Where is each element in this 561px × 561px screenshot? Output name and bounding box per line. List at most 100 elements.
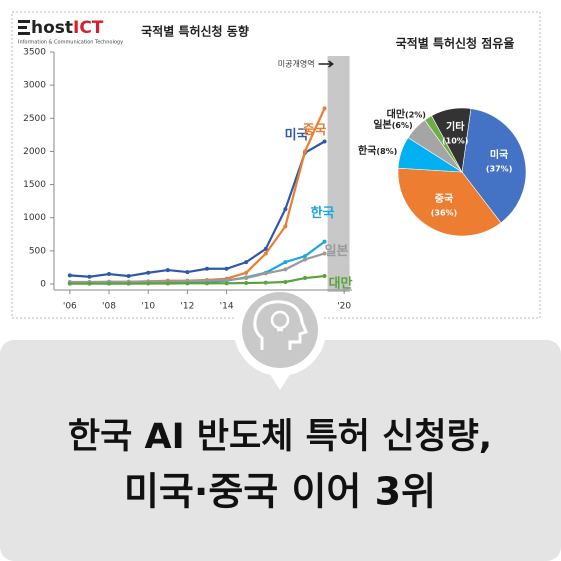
point <box>224 281 229 286</box>
point <box>87 274 92 279</box>
pie-slice <box>397 167 502 237</box>
point <box>302 257 307 262</box>
point <box>185 281 190 286</box>
series-line <box>69 274 325 285</box>
icon-head <box>253 300 308 350</box>
x-tick-label: '20 <box>337 302 351 312</box>
point <box>302 276 307 281</box>
slice-value: (2%) <box>405 110 426 119</box>
series-label: 대만 <box>329 276 353 292</box>
logo-tagline: Information & Communication Technology <box>18 40 123 46</box>
series-label: 중국 <box>303 123 327 138</box>
annotation: 미공개영역 <box>278 59 315 69</box>
slice-label: 한국(8%) <box>358 145 397 157</box>
series-line <box>69 252 325 284</box>
series-line <box>69 140 326 278</box>
pie-slice <box>431 107 472 173</box>
headline: 한국 AI 반도체 특허 신청량, <box>68 417 492 457</box>
point <box>67 273 72 278</box>
point <box>322 139 327 144</box>
slice-name: 일본 <box>373 118 391 131</box>
point <box>244 260 249 265</box>
icon <box>234 284 326 390</box>
point <box>165 281 170 286</box>
x-tick-label: '14 <box>220 302 234 312</box>
point <box>126 274 131 279</box>
point <box>224 278 229 283</box>
point <box>165 268 170 273</box>
slice-name: 미국 <box>490 148 508 161</box>
point <box>205 281 209 286</box>
point <box>283 280 288 285</box>
slice-value: (37%) <box>486 165 512 174</box>
series-label: 한국 <box>311 205 335 221</box>
undisclosed-region <box>327 56 350 292</box>
y-tick-label: 3500 <box>23 48 46 58</box>
point <box>283 224 288 229</box>
slice-name: 기타 <box>446 120 465 133</box>
icon-bulb <box>270 310 290 330</box>
point <box>107 281 112 286</box>
logo-bar <box>18 32 30 35</box>
series-label: 미국 <box>285 127 309 143</box>
point <box>322 274 327 279</box>
slice-label: 대만(2%) <box>387 107 426 120</box>
point <box>107 272 112 277</box>
point <box>263 251 268 256</box>
x-tick-label: '06 <box>63 302 77 312</box>
slice-value: (8%) <box>376 146 397 155</box>
slice-name: 중국 <box>435 193 453 205</box>
y-tick-label: 2000 <box>23 147 46 157</box>
pie-slice <box>461 108 527 224</box>
point <box>185 270 190 275</box>
logo-bar <box>18 20 30 23</box>
point <box>283 260 288 265</box>
point <box>244 270 249 275</box>
y-tick-label: 500 <box>29 246 46 256</box>
slice-value: (6%) <box>392 121 413 130</box>
point <box>263 246 268 251</box>
point <box>87 281 92 286</box>
point <box>146 270 151 275</box>
slice-name: 대만 <box>387 107 406 120</box>
slice-value: (36%) <box>431 208 457 217</box>
point <box>146 281 151 286</box>
point <box>302 254 307 259</box>
headline: 미국·중국 이어 3위 <box>124 470 436 514</box>
slice-name: 한국 <box>358 145 376 157</box>
y-tick-label: 1500 <box>23 180 46 190</box>
chart-title: 국적별 특허신청 점유율 <box>396 36 515 51</box>
point <box>244 276 249 281</box>
point <box>322 239 327 244</box>
point <box>322 106 327 111</box>
point <box>126 281 131 286</box>
logo-name: host <box>31 18 73 38</box>
point <box>263 280 268 285</box>
chart-title: 국적별 특허신청 동향 <box>141 24 249 39</box>
logo-bar <box>18 26 27 29</box>
slice-label: 일본(6%) <box>373 118 412 131</box>
slice-value: (10%) <box>442 137 468 146</box>
logo: host ICT Information & Communication Tec… <box>18 18 123 46</box>
point <box>283 267 288 272</box>
headline-panel <box>0 340 561 561</box>
y-tick-label: 3000 <box>23 81 46 91</box>
logo-name-accent: ICT <box>73 18 104 38</box>
y-tick-label: 0 <box>40 280 46 290</box>
point <box>283 207 288 212</box>
point <box>205 266 209 271</box>
x-tick-label: '08 <box>102 302 116 312</box>
point <box>322 251 327 256</box>
x-tick-label: '12 <box>180 302 194 312</box>
point <box>224 266 229 271</box>
point <box>67 281 72 286</box>
y-tick-label: 1000 <box>23 213 46 223</box>
annotation-arrow <box>318 60 334 68</box>
series-label: 일본 <box>325 244 349 259</box>
point <box>263 271 268 276</box>
point <box>244 281 249 286</box>
point <box>302 149 307 154</box>
y-tick-label: 2500 <box>23 114 46 124</box>
